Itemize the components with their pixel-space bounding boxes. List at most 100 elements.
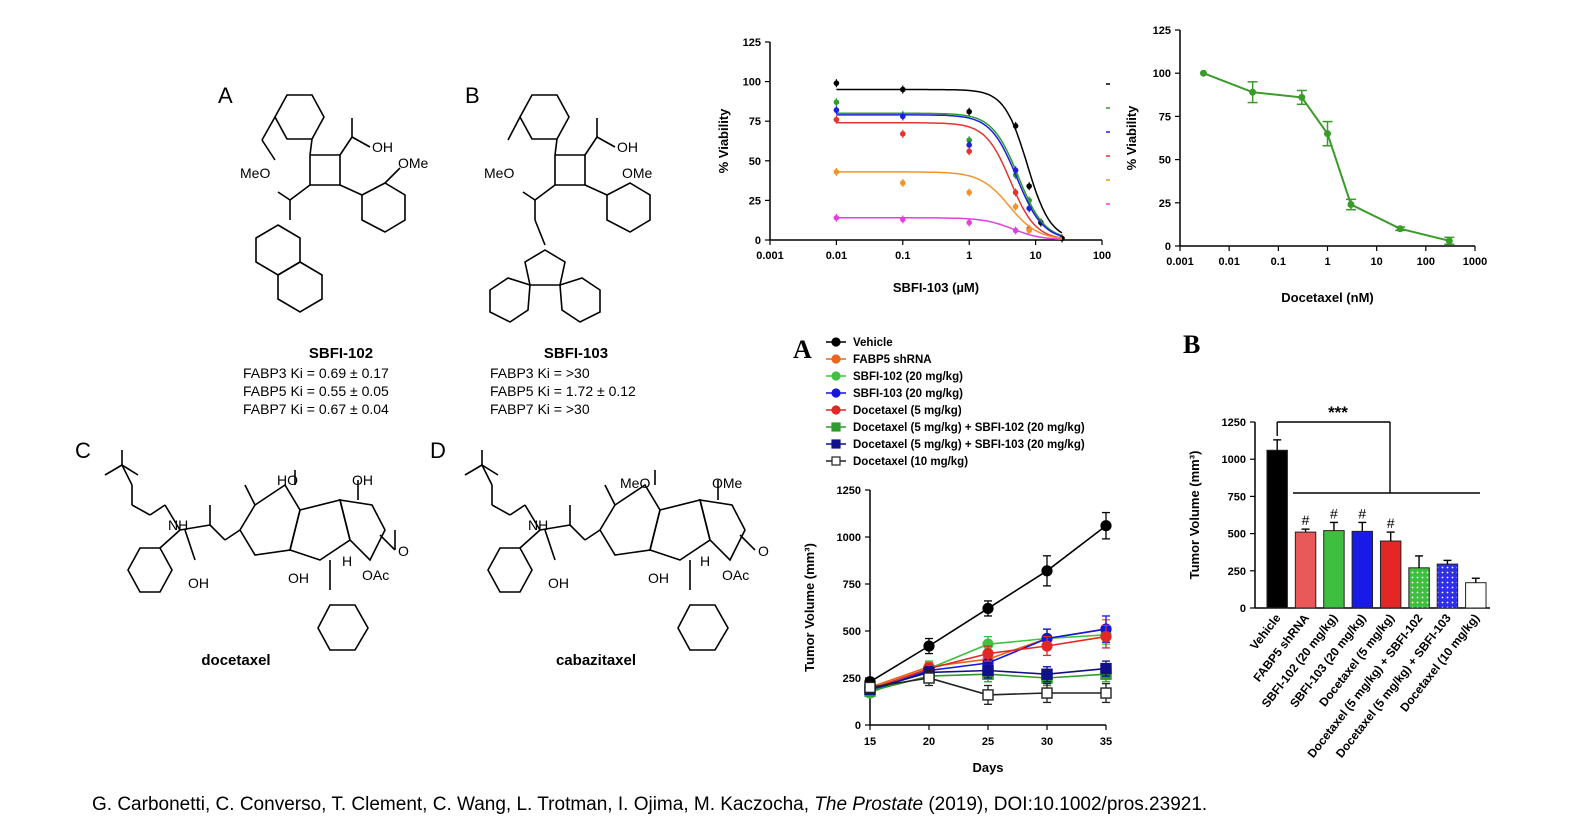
atom-label: NH (528, 517, 548, 533)
x-tick-label: 0.1 (895, 250, 910, 262)
x-tick-label: 0.001 (1166, 256, 1194, 268)
data-point (1026, 205, 1032, 212)
data-point (900, 86, 906, 93)
data-point (833, 169, 840, 175)
legend-entry: SBFI-102 (20 mg/kg) (853, 371, 963, 383)
data-point (900, 113, 906, 120)
y-tick-label: 125 (1153, 25, 1171, 37)
bar (1408, 567, 1430, 609)
data-point (833, 116, 840, 123)
x-tick-label: 35 (1100, 736, 1112, 748)
y-tick-label: 250 (1228, 566, 1246, 578)
y-tick-label: 25 (749, 195, 761, 207)
fit-curve (836, 171, 1063, 240)
bar (1465, 582, 1487, 609)
x-axis-label: SBFI-103 (µM) (893, 280, 979, 295)
bar (1436, 563, 1459, 609)
fit-curve (836, 217, 1063, 241)
y-tick-label: 750 (1228, 491, 1246, 503)
x-tick-label: 0.01 (1218, 256, 1239, 268)
y-tick-label: 250 (843, 673, 861, 685)
data-point (833, 107, 840, 113)
data-point (966, 219, 972, 226)
y-tick-label: 75 (1159, 111, 1171, 123)
data-point (1249, 88, 1257, 96)
y-tick-label: 1000 (1222, 454, 1246, 466)
y-axis-label: Tumor Volume (mm³) (802, 543, 817, 672)
structure-d-labels: MeO OMe NH OH OH H OAc O (528, 475, 769, 591)
y-tick-label: 750 (843, 579, 861, 591)
ki-line: FABP3 Ki = 0.69 ± 0.17 (243, 365, 389, 381)
data-point (1347, 201, 1355, 209)
data-point (923, 640, 935, 652)
y-tick-label: 500 (1228, 529, 1246, 541)
series-line (1203, 72, 1450, 242)
x-tick-label: 1 (966, 250, 972, 262)
x-tick-label: 10 (1371, 256, 1383, 268)
data-point (982, 602, 994, 615)
x-tick-label: 10 (1029, 250, 1041, 262)
data-point (1041, 668, 1053, 680)
atom-label: OH (548, 575, 569, 591)
data-point (1100, 662, 1112, 675)
y-tick-label: 1250 (837, 485, 861, 497)
data-point (833, 215, 840, 221)
data-point (833, 80, 840, 86)
panel-letter-d: D (430, 438, 446, 463)
bar (1266, 449, 1288, 609)
y-tick-label: 1000 (837, 532, 861, 544)
legend-entry: Docetaxel (5 mg/kg) + SBFI-102 (20 mg/kg… (853, 422, 1085, 434)
structure-sbfi-102: A (218, 83, 406, 313)
fit-curve (836, 114, 1063, 237)
significance-mark: # (1387, 515, 1395, 531)
data-point (1026, 227, 1032, 234)
x-tick-label: 30 (1041, 736, 1053, 748)
data-point (1445, 237, 1453, 245)
data-point (1298, 93, 1306, 101)
data-point (1100, 631, 1112, 643)
data-point (923, 672, 935, 684)
structure-cabazitaxel: D (430, 438, 756, 651)
atom-label: OH (617, 139, 638, 155)
data-point (1324, 130, 1331, 138)
atom-label: MeO (240, 165, 270, 181)
x-tick-label: 0.1 (1271, 256, 1286, 268)
atom-label: OMe (622, 165, 653, 181)
atom-label: NH (168, 517, 188, 533)
data-point (966, 189, 972, 196)
ki-line: FABP3 Ki = >30 (490, 365, 590, 381)
data-point (900, 180, 906, 186)
data-point (1396, 225, 1404, 233)
citation-rest: (2019), DOI:10.1002/pros.23921. (923, 794, 1208, 815)
fit-curve (836, 88, 1063, 234)
y-tick-label: 1250 (1222, 417, 1246, 429)
legend-marker (831, 371, 841, 381)
y-tick-label: 0 (1165, 241, 1171, 253)
y-tick-label: 100 (1153, 68, 1171, 80)
atom-label: OAc (362, 567, 389, 583)
data-point (1199, 69, 1207, 77)
atom-label: OH (188, 575, 209, 591)
atom-label: OMe (398, 155, 429, 171)
structure-docetaxel: C (75, 438, 396, 651)
legend-entry: FABP5 shRNA (853, 354, 932, 366)
atom-label: OH (648, 570, 669, 586)
legend-entry: SBFI-103 (20 mg/kg) (853, 388, 963, 400)
bar (1379, 540, 1402, 609)
atom-label: OAc (722, 567, 749, 583)
atom-label: OH (288, 570, 309, 586)
data-point (1041, 687, 1053, 699)
legend-entry: Docetaxel (5 mg/kg) (853, 405, 962, 417)
legend-marker (831, 354, 841, 364)
x-tick-label: 20 (923, 736, 935, 748)
data-point (1100, 687, 1112, 699)
y-tick-label: 0 (855, 720, 861, 732)
y-axis-label: % Viability (716, 108, 731, 174)
data-point (833, 99, 840, 105)
atom-label: O (398, 543, 409, 559)
chart-viability-sbfi103: 0 25 50 75 100 125 0.001 0.01 0.1 1 10 100 SBFI-103 … (716, 37, 1111, 295)
legend-marker (831, 388, 841, 398)
data-point (864, 681, 876, 694)
legend-marker (831, 337, 841, 347)
